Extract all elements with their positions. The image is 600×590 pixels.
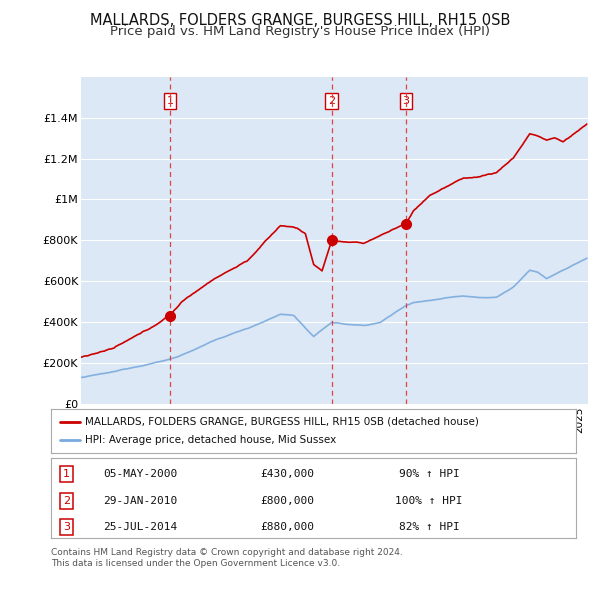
Text: 90% ↑ HPI: 90% ↑ HPI (398, 470, 460, 479)
Text: 05-MAY-2000: 05-MAY-2000 (103, 470, 178, 479)
Text: Contains HM Land Registry data © Crown copyright and database right 2024.: Contains HM Land Registry data © Crown c… (51, 548, 403, 556)
Text: 29-JAN-2010: 29-JAN-2010 (103, 496, 178, 506)
Text: 82% ↑ HPI: 82% ↑ HPI (398, 522, 460, 532)
Text: HPI: Average price, detached house, Mid Sussex: HPI: Average price, detached house, Mid … (85, 435, 337, 445)
Text: 3: 3 (403, 96, 410, 106)
Text: Price paid vs. HM Land Registry's House Price Index (HPI): Price paid vs. HM Land Registry's House … (110, 25, 490, 38)
Text: MALLARDS, FOLDERS GRANGE, BURGESS HILL, RH15 0SB: MALLARDS, FOLDERS GRANGE, BURGESS HILL, … (90, 13, 510, 28)
Text: 1: 1 (166, 96, 173, 106)
Text: MALLARDS, FOLDERS GRANGE, BURGESS HILL, RH15 0SB (detached house): MALLARDS, FOLDERS GRANGE, BURGESS HILL, … (85, 417, 479, 427)
Text: 2: 2 (328, 96, 335, 106)
Text: 25-JUL-2014: 25-JUL-2014 (103, 522, 178, 532)
Text: £800,000: £800,000 (260, 496, 314, 506)
Text: £430,000: £430,000 (260, 470, 314, 479)
Text: 100% ↑ HPI: 100% ↑ HPI (395, 496, 463, 506)
Text: 1: 1 (63, 470, 70, 479)
Text: 2: 2 (63, 496, 70, 506)
Text: £880,000: £880,000 (260, 522, 314, 532)
Text: This data is licensed under the Open Government Licence v3.0.: This data is licensed under the Open Gov… (51, 559, 340, 568)
Text: 3: 3 (63, 522, 70, 532)
